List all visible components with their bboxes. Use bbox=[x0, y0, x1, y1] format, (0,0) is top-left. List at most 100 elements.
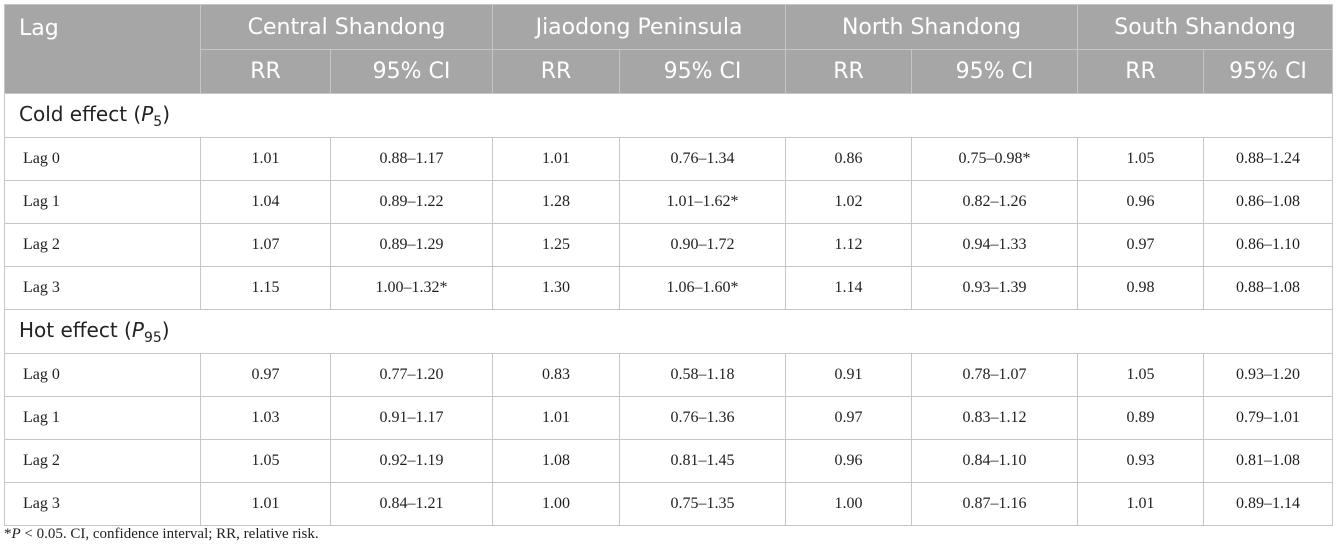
section-label-subscript: 5 bbox=[153, 113, 163, 130]
rr-cell: 1.05 bbox=[1077, 137, 1205, 181]
ci-cell: 0.93–1.39 bbox=[911, 266, 1079, 310]
ci-cell: 0.88–1.17 bbox=[329, 137, 494, 181]
rr-cell: 1.01 bbox=[492, 137, 621, 181]
lag-cell: Lag 1 bbox=[4, 180, 201, 224]
rr-cell: 1.25 bbox=[492, 223, 621, 267]
ci-cell: 0.88–1.08 bbox=[1203, 266, 1334, 310]
rr-cell: 0.97 bbox=[200, 353, 331, 397]
rr-column-header: RR bbox=[1077, 49, 1205, 94]
rr-cell: 1.02 bbox=[785, 180, 913, 224]
table-row: Lag 0 0.97 0.77–1.20 0.83 0.58–1.18 0.91 0.78–… bbox=[4, 353, 1334, 397]
lag-cell: Lag 3 bbox=[4, 266, 201, 310]
rr-cell: 1.00 bbox=[785, 482, 913, 526]
region-header-south-shandong: South Shandong bbox=[1077, 4, 1334, 50]
rr-cell: 0.97 bbox=[1077, 223, 1205, 267]
ci-cell: 0.77–1.20 bbox=[329, 353, 494, 397]
rr-cell: 1.15 bbox=[200, 266, 331, 310]
section-label-suffix: ) bbox=[161, 317, 170, 342]
table-header: Lag Central Shandong Jiaodong Peninsula … bbox=[4, 4, 1334, 94]
region-header-north-shandong: North Shandong bbox=[785, 4, 1079, 50]
table-row: Lag 2 1.05 0.92–1.19 1.08 0.81–1.45 0.96 0.84–… bbox=[4, 439, 1334, 483]
ci-cell: 0.82–1.26 bbox=[911, 180, 1079, 224]
rr-cell: 1.12 bbox=[785, 223, 913, 267]
lag-cell: Lag 2 bbox=[4, 223, 201, 267]
ci-column-header: 95% CI bbox=[329, 49, 494, 94]
lag-cell: Lag 0 bbox=[4, 353, 201, 397]
ci-cell: 0.94–1.33 bbox=[911, 223, 1079, 267]
lag-cell: Lag 2 bbox=[4, 439, 201, 483]
rr-cell: 1.01 bbox=[200, 137, 331, 181]
table-row: Lag 3 1.01 0.84–1.21 1.00 0.75–1.35 1.00 0.87–… bbox=[4, 482, 1334, 526]
rr-cell: 0.86 bbox=[785, 137, 913, 181]
table-row: Lag 3 1.15 1.00–1.32* 1.30 1.06–1.60* 1.14 0.9… bbox=[4, 266, 1334, 310]
results-table-container: Lag Central Shandong Jiaodong Peninsula … bbox=[3, 4, 1334, 526]
rr-cell: 1.05 bbox=[200, 439, 331, 483]
section-label: Cold effect (P5) bbox=[3, 93, 1334, 138]
table-footnote: *P < 0.05. CI, confidence interval; RR, … bbox=[4, 526, 319, 543]
ci-cell: 0.88–1.24 bbox=[1203, 137, 1334, 181]
ci-cell: 0.89–1.22 bbox=[329, 180, 494, 224]
ci-cell: 0.93–1.20 bbox=[1203, 353, 1334, 397]
rr-cell: 0.89 bbox=[1077, 396, 1205, 440]
footnote-text: < 0.05. CI, confidence interval; RR, rel… bbox=[20, 526, 319, 542]
rr-cell: 1.04 bbox=[200, 180, 331, 224]
footnote-star: * bbox=[4, 526, 12, 542]
section-label-prefix: Cold effect ( bbox=[19, 101, 142, 126]
rr-cell: 0.98 bbox=[1077, 266, 1205, 310]
ci-cell: 0.76–1.36 bbox=[619, 396, 787, 440]
ci-cell: 0.86–1.10 bbox=[1203, 223, 1334, 267]
rr-cell: 0.91 bbox=[785, 353, 913, 397]
ci-cell: 0.83–1.12 bbox=[911, 396, 1079, 440]
rr-cell: 0.97 bbox=[785, 396, 913, 440]
ci-cell: 0.58–1.18 bbox=[619, 353, 787, 397]
ci-cell: 0.89–1.29 bbox=[329, 223, 494, 267]
rr-column-header: RR bbox=[785, 49, 913, 94]
lag-cell: Lag 0 bbox=[4, 137, 201, 181]
ci-cell: 0.84–1.21 bbox=[329, 482, 494, 526]
ci-cell: 0.92–1.19 bbox=[329, 439, 494, 483]
rr-cell: 1.28 bbox=[492, 180, 621, 224]
rr-cell: 1.01 bbox=[492, 396, 621, 440]
ci-cell: 1.00–1.32* bbox=[329, 266, 494, 310]
section-label-suffix: ) bbox=[162, 101, 170, 126]
region-header-jiaodong-peninsula: Jiaodong Peninsula bbox=[492, 4, 787, 50]
ci-cell: 0.87–1.16 bbox=[911, 482, 1079, 526]
table-body: Cold effect (P5) Lag 0 1.01 0.88–1.17 1.01 0.… bbox=[3, 93, 1334, 526]
rr-cell: 0.93 bbox=[1077, 439, 1205, 483]
section-label-prefix: Hot effect ( bbox=[19, 317, 132, 342]
section-label: Hot effect (P95) bbox=[3, 309, 1334, 354]
lag-effects-table: Lag Central Shandong Jiaodong Peninsula … bbox=[3, 4, 1334, 526]
ci-cell: 0.76–1.34 bbox=[619, 137, 787, 181]
ci-column-header: 95% CI bbox=[619, 49, 787, 94]
table-row: Lag 0 1.01 0.88–1.17 1.01 0.76–1.34 0.86 0.75–… bbox=[4, 137, 1334, 181]
ci-cell: 0.86–1.08 bbox=[1203, 180, 1334, 224]
ci-cell: 0.79–1.01 bbox=[1203, 396, 1334, 440]
rr-cell: 1.05 bbox=[1077, 353, 1205, 397]
ci-cell: 1.01–1.62* bbox=[619, 180, 787, 224]
ci-column-header: 95% CI bbox=[1203, 49, 1334, 94]
ci-cell: 0.90–1.72 bbox=[619, 223, 787, 267]
rr-cell: 1.01 bbox=[1077, 482, 1205, 526]
ci-cell: 0.91–1.17 bbox=[329, 396, 494, 440]
ci-column-header: 95% CI bbox=[911, 49, 1079, 94]
table-row: Lag 1 1.03 0.91–1.17 1.01 0.76–1.36 0.97 0.83–… bbox=[4, 396, 1334, 440]
rr-cell: 1.03 bbox=[200, 396, 331, 440]
rr-cell: 1.01 bbox=[200, 482, 331, 526]
section-header-row: Cold effect (P5) bbox=[3, 93, 1334, 138]
ci-cell: 0.84–1.10 bbox=[911, 439, 1079, 483]
ci-cell: 0.89–1.14 bbox=[1203, 482, 1334, 526]
rr-cell: 1.30 bbox=[492, 266, 621, 310]
table-row: Lag 1 1.04 0.89–1.22 1.28 1.01–1.62* 1.02 0.82… bbox=[4, 180, 1334, 224]
rr-column-header: RR bbox=[200, 49, 331, 94]
rr-cell: 1.14 bbox=[785, 266, 913, 310]
section-label-variable: P bbox=[141, 101, 154, 126]
lag-cell: Lag 1 bbox=[4, 396, 201, 440]
rr-cell: 1.00 bbox=[492, 482, 621, 526]
rr-cell: 0.96 bbox=[785, 439, 913, 483]
lag-cell: Lag 3 bbox=[4, 482, 201, 526]
table-row: Lag 2 1.07 0.89–1.29 1.25 0.90–1.72 1.12 0.94–… bbox=[4, 223, 1334, 267]
lag-column-header: Lag bbox=[4, 4, 201, 94]
ci-cell: 0.75–0.98* bbox=[911, 137, 1079, 181]
ci-cell: 0.78–1.07 bbox=[911, 353, 1079, 397]
ci-cell: 1.06–1.60* bbox=[619, 266, 787, 310]
